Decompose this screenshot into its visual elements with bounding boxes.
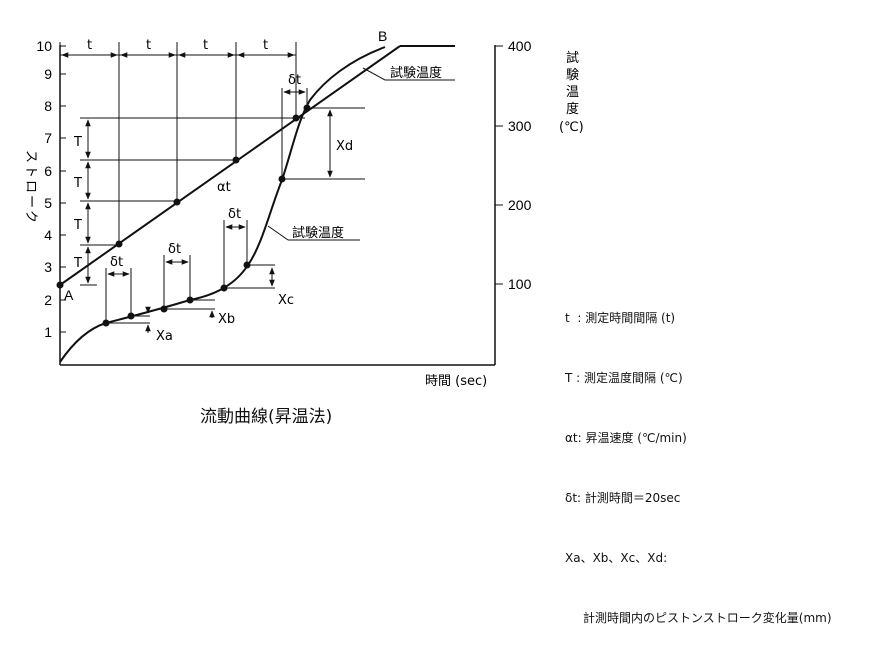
- y-left-tick-label: 10: [36, 38, 52, 54]
- svg-text:験: 験: [566, 68, 579, 83]
- svg-text:温: 温: [566, 85, 579, 100]
- svg-text:T: T: [73, 218, 82, 233]
- point-a-label: A: [64, 287, 74, 303]
- svg-text:T: T: [73, 176, 82, 191]
- svg-text:δt: δt: [168, 242, 181, 257]
- svg-text:δt: δt: [288, 73, 301, 88]
- point-b-label: B: [378, 28, 387, 44]
- xc-label: Xc: [278, 293, 294, 308]
- test-temperature-line: [59, 45, 401, 286]
- flow-curve-diagram: 1 2 3 4 5 6 7 8 9 10 100 200 300 400 ストロ…: [23, 28, 584, 389]
- y-left-ticks: [60, 45, 66, 333]
- y-right-tick-label: 400: [508, 38, 532, 54]
- y-right-tick-label: 100: [508, 276, 532, 292]
- y-left-tick-label: 4: [44, 227, 52, 243]
- delta-t-labels: δt δt δt δt: [110, 73, 301, 270]
- svg-text:t: t: [203, 38, 208, 53]
- y-right-ticks: [495, 45, 503, 285]
- y-left-tick-labels: 1 2 3 4 5 6 7 8 9 10: [36, 38, 52, 340]
- svg-text:度: 度: [566, 101, 579, 117]
- svg-text:δt: δt: [228, 207, 241, 222]
- svg-text:t: t: [146, 38, 151, 53]
- y-left-tick-label: 9: [44, 66, 52, 82]
- legend-item: Xa、Xb、Xc、Xd:: [565, 551, 668, 565]
- legend: t : 測定時間間隔 (t) T : 測定温度間隔 (℃) αt: 昇温速度 (…: [565, 268, 832, 648]
- y-left-tick-label: 1: [44, 324, 52, 340]
- test-temp-leader: [362, 67, 386, 81]
- test-temp-callout: 試験温度: [390, 65, 442, 81]
- y-left-tick-label: 5: [44, 195, 52, 211]
- flow-curve-callout: 試験温度: [292, 225, 344, 241]
- svg-text:T: T: [73, 256, 82, 271]
- x-axis-label: 時間 (sec): [425, 374, 487, 389]
- delta-t-markers: [105, 88, 308, 323]
- y-left-tick-label: 2: [44, 292, 52, 308]
- svg-text:T: T: [73, 135, 82, 150]
- time-interval-markers: [59, 42, 297, 245]
- x-change-markers: [106, 107, 365, 333]
- svg-text:試: 試: [566, 50, 579, 66]
- interval-T-labels: T T T T: [73, 135, 82, 271]
- y-left-tick-label: 7: [44, 130, 52, 146]
- x-change-labels: Xa Xb Xc Xd: [156, 139, 353, 344]
- alpha-t-label: αt: [217, 180, 231, 195]
- svg-text:t: t: [87, 38, 92, 53]
- xb-label: Xb: [218, 312, 235, 327]
- flow-curve-leader: [267, 225, 289, 241]
- legend-item: 計測時間内のピストンストローク変化量(mm): [583, 611, 832, 625]
- y-right-tick-label: 200: [508, 197, 532, 213]
- y-right-unit: (℃): [559, 120, 584, 135]
- interval-t-labels: t t t t: [87, 38, 268, 53]
- temp-points: [56, 114, 300, 289]
- xa-label: Xa: [156, 329, 173, 344]
- svg-text:t: t: [263, 38, 268, 53]
- legend-item: αt: 昇温速度 (℃/min): [565, 431, 687, 445]
- figure-caption: 流動曲線(昇温法): [200, 407, 333, 427]
- y-left-tick-label: 3: [44, 259, 52, 275]
- y-right-tick-labels: 100 200 300 400: [508, 38, 532, 292]
- y-left-tick-label: 8: [44, 98, 52, 114]
- legend-item: δt: 計測時間＝20sec: [565, 491, 681, 505]
- y-left-tick-label: 6: [44, 163, 52, 179]
- legend-item: t : 測定時間間隔 (t): [565, 311, 676, 325]
- y-right-tick-label: 300: [508, 118, 532, 134]
- y-left-label: ストローク: [23, 150, 38, 225]
- legend-item: T : 測定温度間隔 (℃): [565, 371, 683, 385]
- y-right-label: 試 験 温 度: [566, 50, 579, 117]
- xd-label: Xd: [336, 139, 353, 154]
- svg-text:δt: δt: [110, 255, 123, 270]
